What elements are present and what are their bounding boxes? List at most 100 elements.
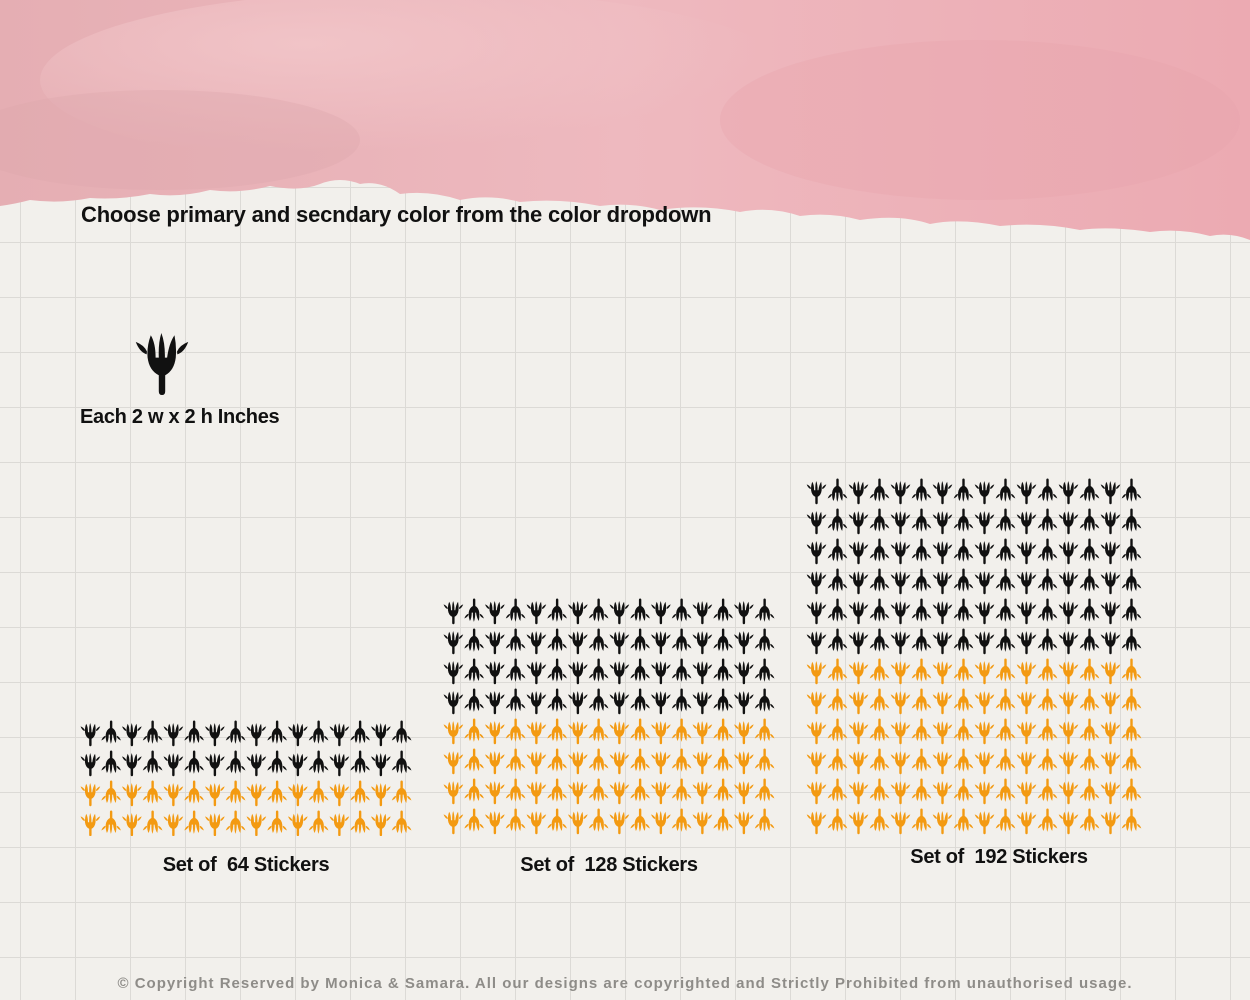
flower-bud-sticker <box>692 750 713 775</box>
flower-bud-sticker <box>671 628 692 652</box>
flower-bud-sticker <box>869 598 890 622</box>
flower-bud-sticker <box>974 750 995 775</box>
flower-bud-sticker <box>848 510 869 535</box>
flower-bud-sticker <box>1037 568 1058 592</box>
flower-bud-sticker <box>505 688 526 712</box>
flower-bud-sticker <box>734 660 754 685</box>
flower-bud-sticker <box>671 778 692 802</box>
flower-bud-sticker <box>953 598 974 622</box>
flower-bud-sticker <box>1079 778 1100 802</box>
flower-bud-sticker <box>754 658 775 682</box>
set-label-192: Set of 192 Stickers <box>910 846 1088 868</box>
flower-bud-sticker <box>225 720 246 744</box>
sticker-sheet-64 <box>80 720 412 836</box>
flower-bud-sticker <box>806 600 827 625</box>
flower-bud-sticker <box>1058 630 1079 655</box>
flower-bud-sticker <box>734 780 754 805</box>
flower-bud-sticker <box>547 628 567 652</box>
flower-bud-sticker <box>953 748 974 772</box>
flower-bud-sticker <box>142 750 163 774</box>
flower-bud-sticker <box>995 688 1016 712</box>
flower-bud-sticker <box>953 778 974 802</box>
flower-bud-sticker <box>568 780 588 805</box>
flower-bud-sticker <box>142 780 163 804</box>
flower-bud-sticker <box>911 598 932 622</box>
flower-bud-sticker <box>827 478 848 502</box>
sticker-grid <box>806 478 1142 835</box>
flower-bud-sticker <box>1079 598 1100 622</box>
flower-bud-sticker <box>848 750 869 775</box>
flower-bud-sticker <box>869 688 890 712</box>
flower-bud-sticker <box>485 810 505 835</box>
flower-bud-sticker <box>1100 510 1121 535</box>
flower-bud-sticker <box>1016 690 1037 715</box>
flower-bud-sticker <box>1058 690 1079 715</box>
flower-bud-sticker <box>505 778 526 802</box>
flower-bud-sticker <box>1100 780 1121 805</box>
flower-bud-sticker <box>391 810 412 834</box>
flower-bud-sticker <box>806 630 827 655</box>
flower-bud-sticker <box>308 780 329 804</box>
flower-bud-sticker <box>995 748 1016 772</box>
flower-bud-sticker <box>1058 510 1079 535</box>
flower-bud-sticker <box>142 720 163 744</box>
flower-bud-sticker <box>713 748 733 772</box>
flower-bud-sticker <box>547 778 567 802</box>
flower-bud-sticker <box>568 810 588 835</box>
flower-bud-sticker <box>1121 568 1142 592</box>
flower-bud-sticker <box>443 690 464 715</box>
flower-bud-sticker <box>588 778 609 802</box>
flower-bud-sticker <box>568 690 588 715</box>
flower-bud-sticker <box>995 538 1016 562</box>
flower-bud-sticker <box>568 630 588 655</box>
flower-bud-sticker <box>101 720 121 744</box>
flower-bud-sticker <box>443 810 464 835</box>
flower-bud-sticker <box>806 720 827 745</box>
flower-bud-sticker <box>953 718 974 742</box>
flower-bud-sticker <box>609 690 630 715</box>
flower-bud-sticker <box>1079 718 1100 742</box>
flower-bud-sticker <box>754 628 775 652</box>
sticker-sheet-128 <box>443 598 775 836</box>
flower-bud-sticker <box>205 722 225 747</box>
flower-bud-sticker <box>1016 630 1037 655</box>
flower-bud-sticker <box>869 748 890 772</box>
flower-bud-sticker <box>184 810 204 834</box>
flower-bud-sticker <box>588 628 609 652</box>
flower-bud-sticker <box>911 658 932 682</box>
flower-bud-sticker <box>485 600 505 625</box>
flower-bud-sticker <box>1016 780 1037 805</box>
flower-bud-sticker <box>1121 508 1142 532</box>
flower-bud-sticker <box>1016 660 1037 685</box>
flower-bud-sticker <box>288 722 308 747</box>
flower-bud-sticker <box>329 782 350 807</box>
flower-bud-sticker <box>1079 538 1100 562</box>
flower-bud-sticker <box>588 688 609 712</box>
flower-bud-sticker <box>848 600 869 625</box>
flower-bud-sticker <box>995 508 1016 532</box>
flower-bud-sticker <box>890 690 911 715</box>
flower-bud-sticker <box>1100 750 1121 775</box>
flower-bud-sticker <box>932 810 953 835</box>
flower-bud-sticker <box>911 538 932 562</box>
flower-bud-sticker <box>163 812 184 836</box>
flower-bud-sticker <box>142 810 163 834</box>
flower-bud-sticker <box>1058 750 1079 775</box>
flower-bud-sticker <box>848 810 869 835</box>
flower-bud-sticker <box>547 688 567 712</box>
flower-bud-sticker <box>568 720 588 745</box>
flower-bud-sticker <box>464 628 484 652</box>
flower-bud-sticker <box>1100 540 1121 565</box>
flower-bud-sticker <box>806 750 827 775</box>
flower-bud-sticker <box>101 810 121 834</box>
flower-bud-sticker <box>827 718 848 742</box>
flower-bud-sticker <box>547 598 567 622</box>
flower-bud-sticker <box>1121 628 1142 652</box>
flower-bud-sticker <box>911 748 932 772</box>
set-label-64: Set of 64 Stickers <box>162 854 330 876</box>
flower-bud-sticker <box>80 722 101 747</box>
flower-bud-sticker <box>651 600 671 625</box>
flower-bud-sticker <box>974 810 995 835</box>
flower-bud-sticker <box>485 660 505 685</box>
flower-bud-sticker <box>464 598 484 622</box>
